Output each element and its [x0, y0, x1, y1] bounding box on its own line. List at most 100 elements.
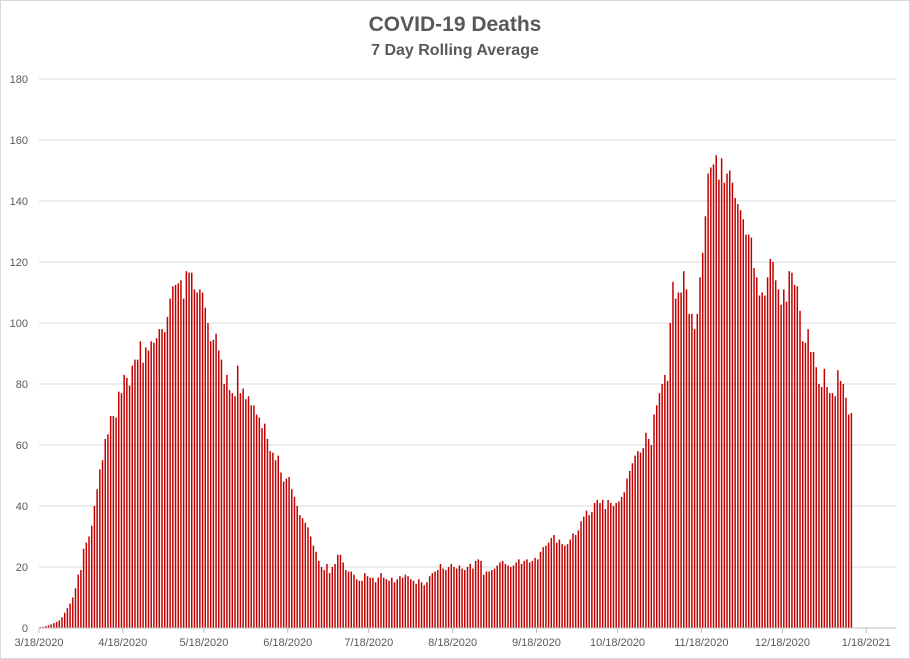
bar	[658, 393, 661, 628]
bar	[458, 565, 461, 628]
bar	[601, 499, 604, 628]
x-tick-label: 6/18/2020	[263, 637, 312, 649]
bar	[250, 405, 252, 628]
bar	[285, 478, 288, 628]
bar	[53, 623, 55, 628]
bar	[688, 313, 690, 628]
bar	[761, 292, 763, 628]
bar	[720, 158, 723, 629]
x-tick-label: 9/18/2020	[512, 637, 561, 649]
bar	[480, 560, 482, 628]
bar	[261, 428, 263, 628]
bar	[374, 582, 377, 628]
y-tick-label: 180	[10, 74, 28, 86]
bar	[574, 534, 577, 628]
bar	[109, 416, 112, 628]
bar	[482, 574, 485, 629]
bar	[180, 280, 182, 628]
bar	[63, 612, 66, 628]
bar	[296, 506, 298, 628]
x-tick-label: 4/18/2020	[98, 637, 147, 649]
bar	[242, 388, 244, 628]
x-tick-label: 8/18/2020	[428, 637, 477, 649]
bar	[515, 562, 517, 628]
bar	[829, 393, 831, 628]
bar	[112, 416, 115, 628]
bar	[526, 559, 528, 629]
bar	[107, 434, 109, 628]
bar	[583, 516, 585, 628]
bar	[845, 397, 847, 628]
bar	[353, 574, 355, 629]
bar	[580, 521, 582, 628]
bar	[115, 417, 117, 628]
bar	[320, 567, 323, 628]
bar	[501, 560, 504, 628]
bar	[674, 298, 677, 628]
bar	[847, 414, 850, 628]
bar	[334, 563, 336, 628]
bar	[504, 563, 507, 628]
bar	[512, 565, 515, 628]
bar	[528, 562, 531, 628]
bar	[466, 567, 469, 628]
x-tick-label: 12/18/2020	[755, 637, 810, 649]
bar	[191, 272, 193, 628]
bar	[764, 295, 766, 628]
bar	[588, 515, 590, 628]
bar	[288, 477, 290, 628]
bar	[474, 560, 477, 628]
bar	[66, 608, 69, 628]
bar	[291, 489, 293, 628]
bar	[420, 582, 423, 628]
bar	[566, 544, 569, 629]
bar	[312, 545, 315, 628]
bar	[309, 536, 312, 628]
bar	[455, 568, 458, 628]
bar	[69, 603, 71, 628]
bar	[685, 289, 688, 628]
bar	[774, 280, 777, 628]
bar	[707, 173, 709, 629]
bar	[347, 571, 350, 628]
bar	[136, 359, 139, 628]
bar	[172, 286, 174, 628]
bar	[212, 339, 215, 628]
bar	[837, 370, 839, 628]
x-tick-label: 11/18/2020	[674, 637, 728, 649]
bar	[834, 396, 836, 628]
bar	[272, 452, 274, 629]
bar	[82, 548, 85, 628]
bar	[90, 525, 93, 628]
bar	[369, 577, 371, 628]
bar	[247, 396, 250, 628]
bar	[726, 173, 728, 629]
bar	[701, 252, 704, 628]
bar	[404, 574, 407, 629]
x-tick-label: 7/18/2020	[344, 637, 393, 649]
bar	[93, 506, 96, 628]
bar	[163, 332, 166, 628]
bar	[388, 580, 390, 628]
bar	[72, 597, 74, 628]
bar	[628, 470, 631, 628]
bar	[691, 313, 693, 628]
bar	[158, 329, 161, 628]
bar	[207, 323, 209, 628]
bar	[215, 333, 217, 628]
bar	[783, 289, 785, 628]
bar	[650, 445, 653, 628]
bar	[185, 271, 188, 628]
bar	[315, 551, 317, 628]
bar	[756, 277, 758, 628]
bar	[407, 576, 409, 628]
bar	[293, 496, 296, 628]
bar	[328, 573, 331, 628]
bar	[226, 374, 228, 628]
bar	[409, 579, 412, 628]
bar	[745, 234, 747, 629]
bar	[785, 301, 788, 628]
bar	[804, 342, 807, 628]
bar	[810, 351, 812, 628]
